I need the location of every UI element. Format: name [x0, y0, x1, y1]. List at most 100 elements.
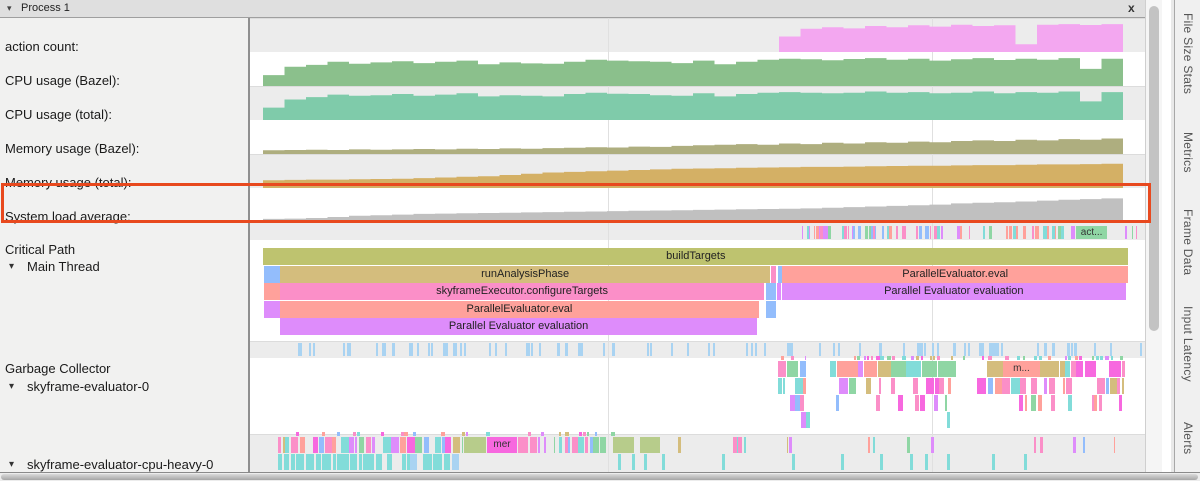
cpu-heavy-slice[interactable] [285, 437, 290, 453]
cpu-heavy-slice[interactable] [1033, 437, 1036, 453]
sk0-counter-tick[interactable] [988, 356, 993, 360]
sk0-counter-tick[interactable] [880, 356, 884, 360]
gc-event[interactable] [565, 343, 569, 356]
critical-path-event[interactable] [982, 226, 985, 239]
sk0-counter-tick[interactable] [1005, 356, 1010, 360]
cpu-heavy-slice[interactable] [424, 437, 430, 453]
gc-event[interactable] [442, 343, 446, 356]
cpu-heavy-slice[interactable] [554, 437, 556, 453]
sk0-counter-tick[interactable] [933, 356, 936, 360]
cpu-heavy-slice[interactable] [332, 454, 337, 470]
critical-path-event[interactable] [881, 226, 885, 239]
sk0-slice[interactable] [935, 378, 939, 394]
critical-path-event[interactable] [901, 226, 906, 239]
cpu-heavy-slice[interactable] [277, 437, 282, 453]
flame-bar[interactable] [766, 283, 776, 300]
cpu-heavy-slice[interactable] [290, 454, 295, 470]
cpu-heavy-slice[interactable] [544, 437, 547, 453]
cpu-heavy-slice[interactable] [1039, 437, 1043, 453]
counter-chart-memory-usage-bazel[interactable] [263, 121, 1123, 154]
sk0-counter-tick[interactable] [856, 356, 860, 360]
sk0-slice[interactable] [1070, 361, 1076, 377]
cpu-heavy-slice[interactable] [336, 454, 340, 470]
critical-path-event[interactable] [1060, 226, 1064, 239]
sk0-counter-tick[interactable] [902, 356, 906, 360]
cpu-heavy-slice[interactable] [792, 454, 796, 470]
critical-path-event[interactable] [1015, 226, 1018, 239]
gc-event[interactable] [754, 343, 758, 356]
gc-event[interactable] [920, 343, 924, 356]
gc-event[interactable] [787, 343, 790, 356]
gc-event[interactable] [505, 343, 508, 356]
critical-path-event[interactable] [1132, 226, 1134, 239]
gc-event[interactable] [1139, 343, 1143, 356]
sk0-slice[interactable] [977, 378, 987, 394]
cpu-heavy-slice[interactable] [363, 454, 370, 470]
sk0-slice[interactable] [1037, 395, 1042, 411]
critical-path-event[interactable] [1071, 226, 1075, 239]
gc-event[interactable] [611, 343, 614, 356]
cpu-heavy-counter-tick[interactable] [462, 432, 466, 436]
gc-event[interactable] [343, 343, 346, 356]
cpu-heavy-slice[interactable] [786, 437, 789, 453]
critical-path-event[interactable] [887, 226, 890, 239]
sk0-counter-tick[interactable] [887, 356, 891, 360]
cpu-heavy-slice[interactable] [584, 437, 588, 453]
gc-event[interactable] [993, 343, 996, 356]
sk0-slice[interactable] [795, 395, 800, 411]
cpu-heavy-slice[interactable] [358, 437, 365, 453]
sk0-slice[interactable] [938, 361, 956, 377]
cpu-heavy-slice[interactable] [568, 437, 571, 453]
sk0-slice[interactable] [1108, 361, 1122, 377]
cpu-heavy-slice[interactable] [738, 437, 743, 453]
cpu-heavy-counter-tick[interactable] [582, 432, 586, 436]
gc-event[interactable] [392, 343, 395, 356]
cpu-heavy-slice[interactable] [371, 437, 375, 453]
critical-path-event[interactable] [864, 226, 869, 239]
cpu-heavy-slice[interactable] [678, 437, 681, 453]
critical-path-event[interactable] [815, 226, 820, 239]
critical-path-event[interactable] [1045, 226, 1050, 239]
sk0-slice[interactable] [890, 378, 896, 394]
sk0-slice[interactable] [1096, 378, 1105, 394]
sk0-counter-tick[interactable] [920, 356, 924, 360]
critical-path-event[interactable] [896, 226, 898, 239]
gc-event[interactable] [963, 343, 966, 356]
critical-path-event[interactable] [852, 226, 856, 239]
flame-bar[interactable] [777, 265, 782, 283]
flame-bar-parallel-evaluator-evaluation[interactable]: Parallel Evaluator evaluation [782, 283, 1126, 300]
event-block-cpuh-mer[interactable]: mer [487, 437, 517, 453]
cpu-heavy-counter-tick[interactable] [413, 432, 416, 436]
critical-path-event[interactable] [915, 226, 918, 239]
cpu-heavy-slice[interactable] [559, 437, 562, 453]
gc-event[interactable] [427, 343, 431, 356]
sk0-slice[interactable] [782, 378, 786, 394]
cpu-heavy-slice[interactable] [375, 454, 383, 470]
sk0-counter-tick[interactable] [891, 356, 895, 360]
cpu-heavy-counter-tick[interactable] [356, 432, 361, 436]
vertical-scrollbar[interactable] [1145, 0, 1162, 473]
counter-chart-action-count[interactable] [263, 19, 1123, 52]
cpu-heavy-slice[interactable] [300, 437, 306, 453]
gc-event[interactable] [790, 343, 793, 356]
sk0-counter-tick[interactable] [1099, 356, 1103, 360]
sk0-slice[interactable] [864, 361, 877, 377]
sk0-slice[interactable] [1067, 395, 1072, 411]
counter-chart-cpu-usage-bazel[interactable] [263, 53, 1123, 86]
counter-chart-cpu-usage-total[interactable] [263, 87, 1123, 120]
gc-event[interactable] [1071, 343, 1074, 356]
tab-input-latency[interactable]: Input Latency [1181, 306, 1195, 382]
gc-event[interactable] [837, 343, 840, 356]
cpu-heavy-slice[interactable] [383, 437, 391, 453]
sk0-slice[interactable] [1020, 378, 1026, 394]
sk0-counter-tick[interactable] [854, 356, 857, 360]
gc-event[interactable] [539, 343, 542, 356]
critical-path-event[interactable] [869, 226, 872, 239]
sk0-slice[interactable] [1030, 395, 1036, 411]
critical-path-event[interactable] [847, 226, 849, 239]
gc-event[interactable] [416, 343, 420, 356]
cpu-heavy-counter-tick[interactable] [610, 432, 615, 436]
sk0-slice[interactable] [799, 361, 807, 377]
sk0-counter-tick[interactable] [790, 356, 795, 360]
gc-event[interactable] [917, 343, 920, 356]
